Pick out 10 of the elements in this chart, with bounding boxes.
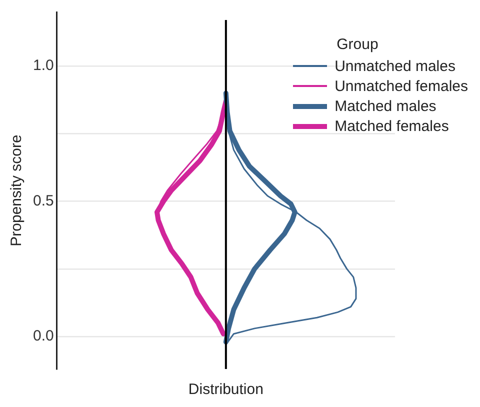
legend-label: Unmatched females [334,78,468,94]
y-tick-label: 0.5 [32,192,54,210]
y-tick-label: 0.0 [32,328,54,345]
y-tick-label: 1.0 [32,57,54,74]
legend-title: Group [336,36,380,53]
legend-label: Matched males [334,98,436,114]
y-axis-title: Propensity score [8,134,26,246]
legend-label: Matched females [334,118,449,134]
x-axis-title: Distribution [188,381,264,398]
legend-label: Unmatched males [334,58,456,74]
